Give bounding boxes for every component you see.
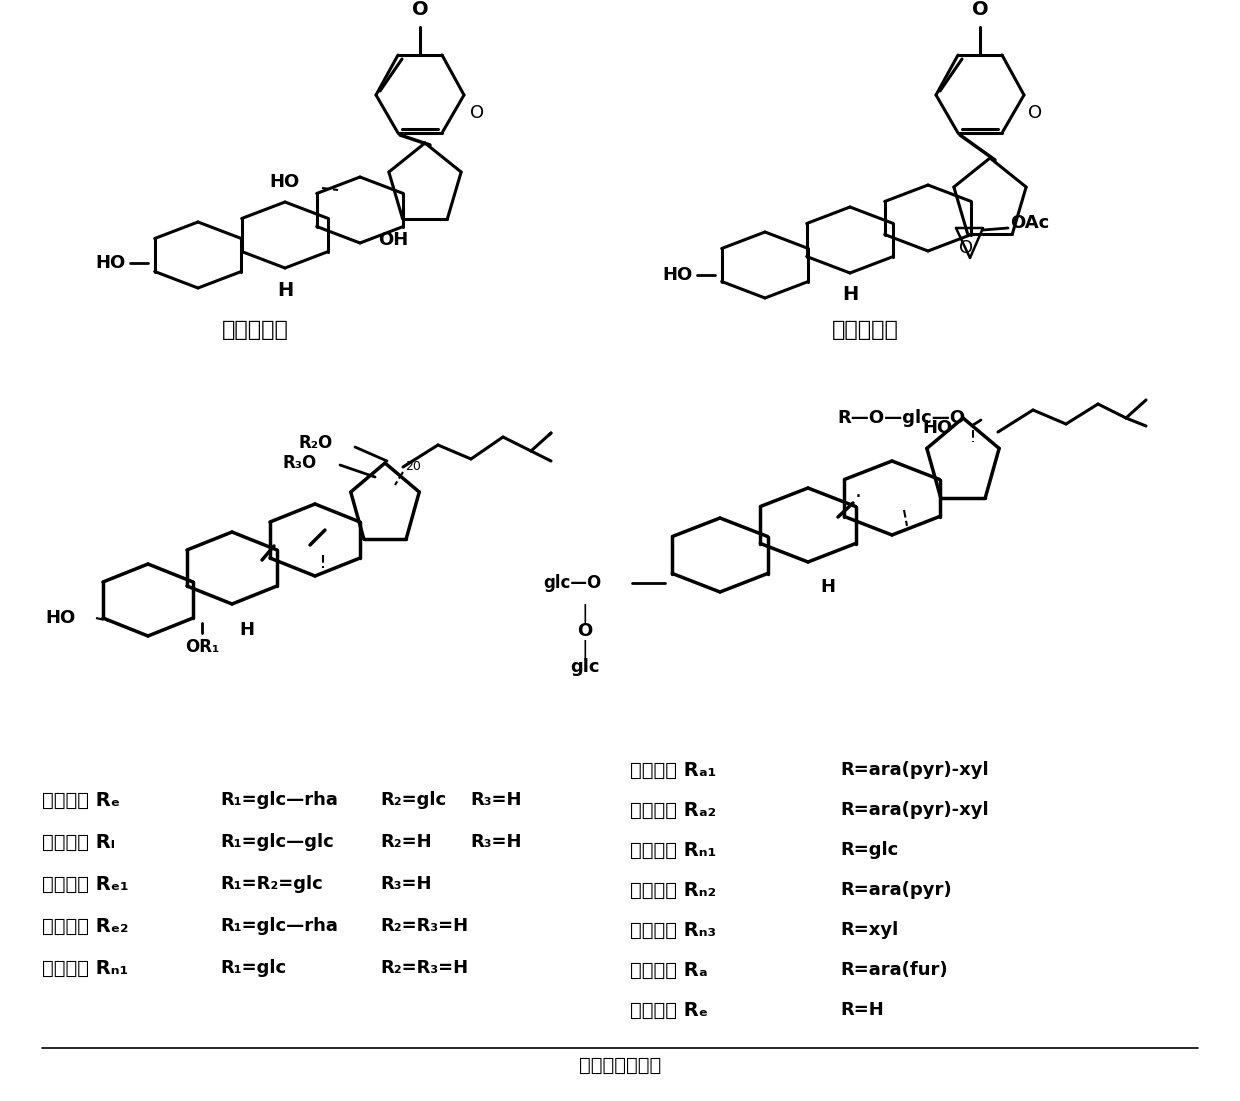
Text: HO: HO — [923, 419, 952, 437]
Text: R=H: R=H — [839, 1001, 884, 1020]
Text: O: O — [412, 0, 428, 19]
Text: O: O — [578, 622, 593, 640]
Text: R₁=glc: R₁=glc — [219, 959, 286, 977]
Text: 人参皮苷 Rₙ₁: 人参皮苷 Rₙ₁ — [42, 959, 128, 978]
Text: R₁=glc—glc: R₁=glc—glc — [219, 833, 334, 851]
Text: 人参皮苷 Rₐ₁: 人参皮苷 Rₐ₁ — [630, 761, 717, 780]
Text: OAc: OAc — [1011, 214, 1049, 232]
Text: 人参皮苷 Rₗ: 人参皮苷 Rₗ — [42, 832, 115, 851]
Text: R₃=H: R₃=H — [470, 833, 522, 851]
Text: 人参皮苷 Rₐ₂: 人参皮苷 Rₐ₂ — [630, 800, 717, 819]
Text: ·: · — [854, 487, 862, 506]
Text: R₁=glc—rha: R₁=glc—rha — [219, 917, 337, 935]
Text: R=ara(pyr)-xyl: R=ara(pyr)-xyl — [839, 761, 988, 780]
Text: HO: HO — [662, 266, 693, 284]
Text: OH: OH — [378, 231, 408, 249]
Text: R₂=H: R₂=H — [379, 833, 432, 851]
Text: 华蟾酶苷基: 华蟾酶苷基 — [832, 320, 899, 340]
Text: R₂O: R₂O — [299, 434, 334, 453]
Text: 人参皮苷 Rₑ₂: 人参皮苷 Rₑ₂ — [42, 916, 129, 936]
Text: R=ara(pyr)-xyl: R=ara(pyr)-xyl — [839, 802, 988, 819]
Text: R₂=glc: R₂=glc — [379, 791, 446, 809]
Text: R=glc: R=glc — [839, 841, 898, 859]
Text: R₁=R₂=glc: R₁=R₂=glc — [219, 875, 322, 893]
Text: 人参皮苷 Rₙ₂: 人参皮苷 Rₙ₂ — [630, 881, 717, 900]
Text: O: O — [959, 239, 973, 257]
Text: |: | — [582, 603, 588, 623]
Text: R—O—glc—O: R—O—glc—O — [837, 408, 965, 427]
Text: 日蟾蟞他灵: 日蟾蟞他灵 — [222, 320, 289, 340]
Text: R₂=R₃=H: R₂=R₃=H — [379, 959, 469, 977]
Text: HO: HO — [270, 173, 300, 190]
Text: R=ara(fur): R=ara(fur) — [839, 961, 947, 979]
Text: 图点化平对照品: 图点化平对照品 — [579, 1056, 661, 1075]
Text: H: H — [277, 281, 293, 299]
Text: H: H — [239, 621, 254, 639]
Text: R₃O: R₃O — [283, 454, 317, 472]
Text: R₃=H: R₃=H — [470, 791, 522, 809]
Text: 人参皮苷 Rₙ₁: 人参皮苷 Rₙ₁ — [630, 840, 717, 860]
Text: 人参皮苷 Rₑ: 人参皮苷 Rₑ — [42, 791, 120, 809]
Text: OR₁: OR₁ — [185, 637, 219, 656]
Text: H: H — [842, 285, 858, 305]
Text: HO: HO — [46, 609, 76, 626]
Text: H: H — [821, 578, 836, 596]
Text: R₂=R₃=H: R₂=R₃=H — [379, 917, 469, 935]
Text: O: O — [470, 103, 484, 122]
Text: 人参皮苷 Rₙ₃: 人参皮苷 Rₙ₃ — [630, 920, 715, 939]
Text: glc: glc — [570, 658, 600, 676]
Text: glc—O: glc—O — [544, 574, 601, 592]
Text: R=ara(pyr): R=ara(pyr) — [839, 881, 951, 900]
Text: HO: HO — [95, 254, 126, 272]
Text: 人参皮苷 Rₑ₁: 人参皮苷 Rₑ₁ — [42, 874, 129, 894]
Text: R₃=H: R₃=H — [379, 875, 432, 893]
Text: 20: 20 — [405, 460, 420, 473]
Text: R=xyl: R=xyl — [839, 922, 898, 939]
Text: |: | — [582, 640, 588, 658]
Text: 人参皮苷 Rₐ: 人参皮苷 Rₐ — [630, 960, 708, 980]
Text: O: O — [1028, 103, 1042, 122]
Text: R₁=glc—rha: R₁=glc—rha — [219, 791, 337, 809]
Text: 人参皮苷 Rₑ: 人参皮苷 Rₑ — [630, 1001, 708, 1020]
Text: O: O — [972, 0, 988, 19]
